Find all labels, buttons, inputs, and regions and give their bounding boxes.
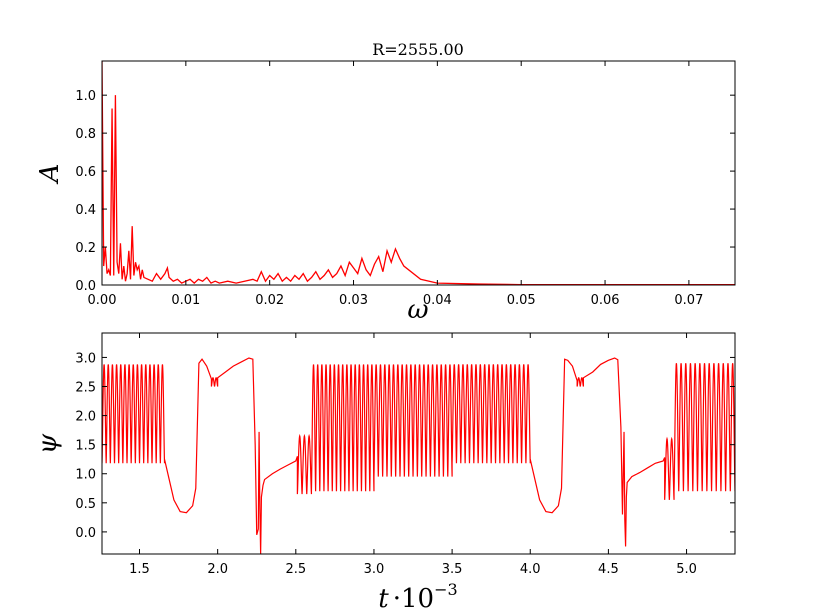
spectrum-x-tick-label: 0.05 [507,293,536,308]
timeseries-x-tick-label: 3.0 [364,562,385,577]
timeseries-x-tick-label: 2.5 [285,562,306,577]
spectrum-x-tick-label: 0.04 [423,293,452,308]
timeseries-x-tick-label: 5.0 [676,562,697,577]
spectrum-y-tick-label: 0.4 [75,203,96,218]
timeseries-y-axis-label: ψ [33,433,63,454]
timeseries-panel: 1.5 2.0 2.5 3.0 3.5 4.0 4.5 5.0 0.0 0.5 1.0 1.5 2.0 2… [33,332,736,614]
spectrum-axes-frame [101,60,736,286]
spectrum-y-tick-label: 0.2 [75,241,96,256]
spectrum-x-axis-label: ω [407,295,428,325]
timeseries-x-tick-label: 3.5 [442,562,463,577]
spectrum-x-tick-label: 0.06 [591,293,620,308]
timeseries-x-tick-label: 2.0 [207,562,228,577]
timeseries-y-tick-label: 2.0 [75,410,96,425]
timeseries-y-tick-label: 1.0 [75,468,96,483]
timeseries-series-line [102,357,735,554]
timeseries-y-tick-label: 1.5 [75,439,96,454]
spectrum-y-tick-label: 0.6 [75,165,96,180]
spectrum-x-tick-label: 0.07 [674,293,703,308]
spectrum-plot-area [102,61,735,285]
chart-title: R=2555.00 [372,40,464,59]
spectrum-x-tick-label: 0.01 [171,293,200,308]
spectrum-y-axis-label: A [35,164,65,185]
spectrum-x-tick-label: 0.03 [339,293,368,308]
exponent: −3 [434,580,458,599]
t-symbol: t [378,584,389,614]
spectrum-ticks: 0.00 0.01 0.02 0.03 0.04 0.05 0.06 0.07 0.0 0.2 0.… [75,61,735,308]
times-ten: ·10 [393,584,434,614]
timeseries-y-tick-label: 0.0 [75,526,96,541]
spectrum-x-tick-label: 0.00 [88,293,117,308]
timeseries-x-tick-label: 1.5 [129,562,150,577]
spectrum-series-line [102,61,735,285]
timeseries-y-tick-label: 2.5 [75,381,96,396]
spectrum-y-tick-label: 0.0 [75,279,96,294]
spectrum-y-tick-label: 0.8 [75,127,96,142]
timeseries-y-tick-label: 0.5 [75,497,96,512]
timeseries-y-tick-label: 3.0 [75,351,96,366]
timeseries-axes-frame [101,332,736,555]
spectrum-y-tick-label: 1.0 [75,89,96,104]
spectrum-x-tick-label: 0.02 [255,293,284,308]
timeseries-x-tick-label: 4.0 [520,562,541,577]
timeseries-x-tick-label: 4.5 [598,562,619,577]
timeseries-x-axis-label: t ·10−3 [378,580,457,614]
timeseries-ticks: 1.5 2.0 2.5 3.0 3.5 4.0 4.5 5.0 0.0 0.5 1.0 1.5 2.0 2… [75,333,735,577]
spectrum-panel: R=2555.00 0.00 0.01 0.02 0.03 0.04 0.05 0.06 0.… [35,40,736,325]
